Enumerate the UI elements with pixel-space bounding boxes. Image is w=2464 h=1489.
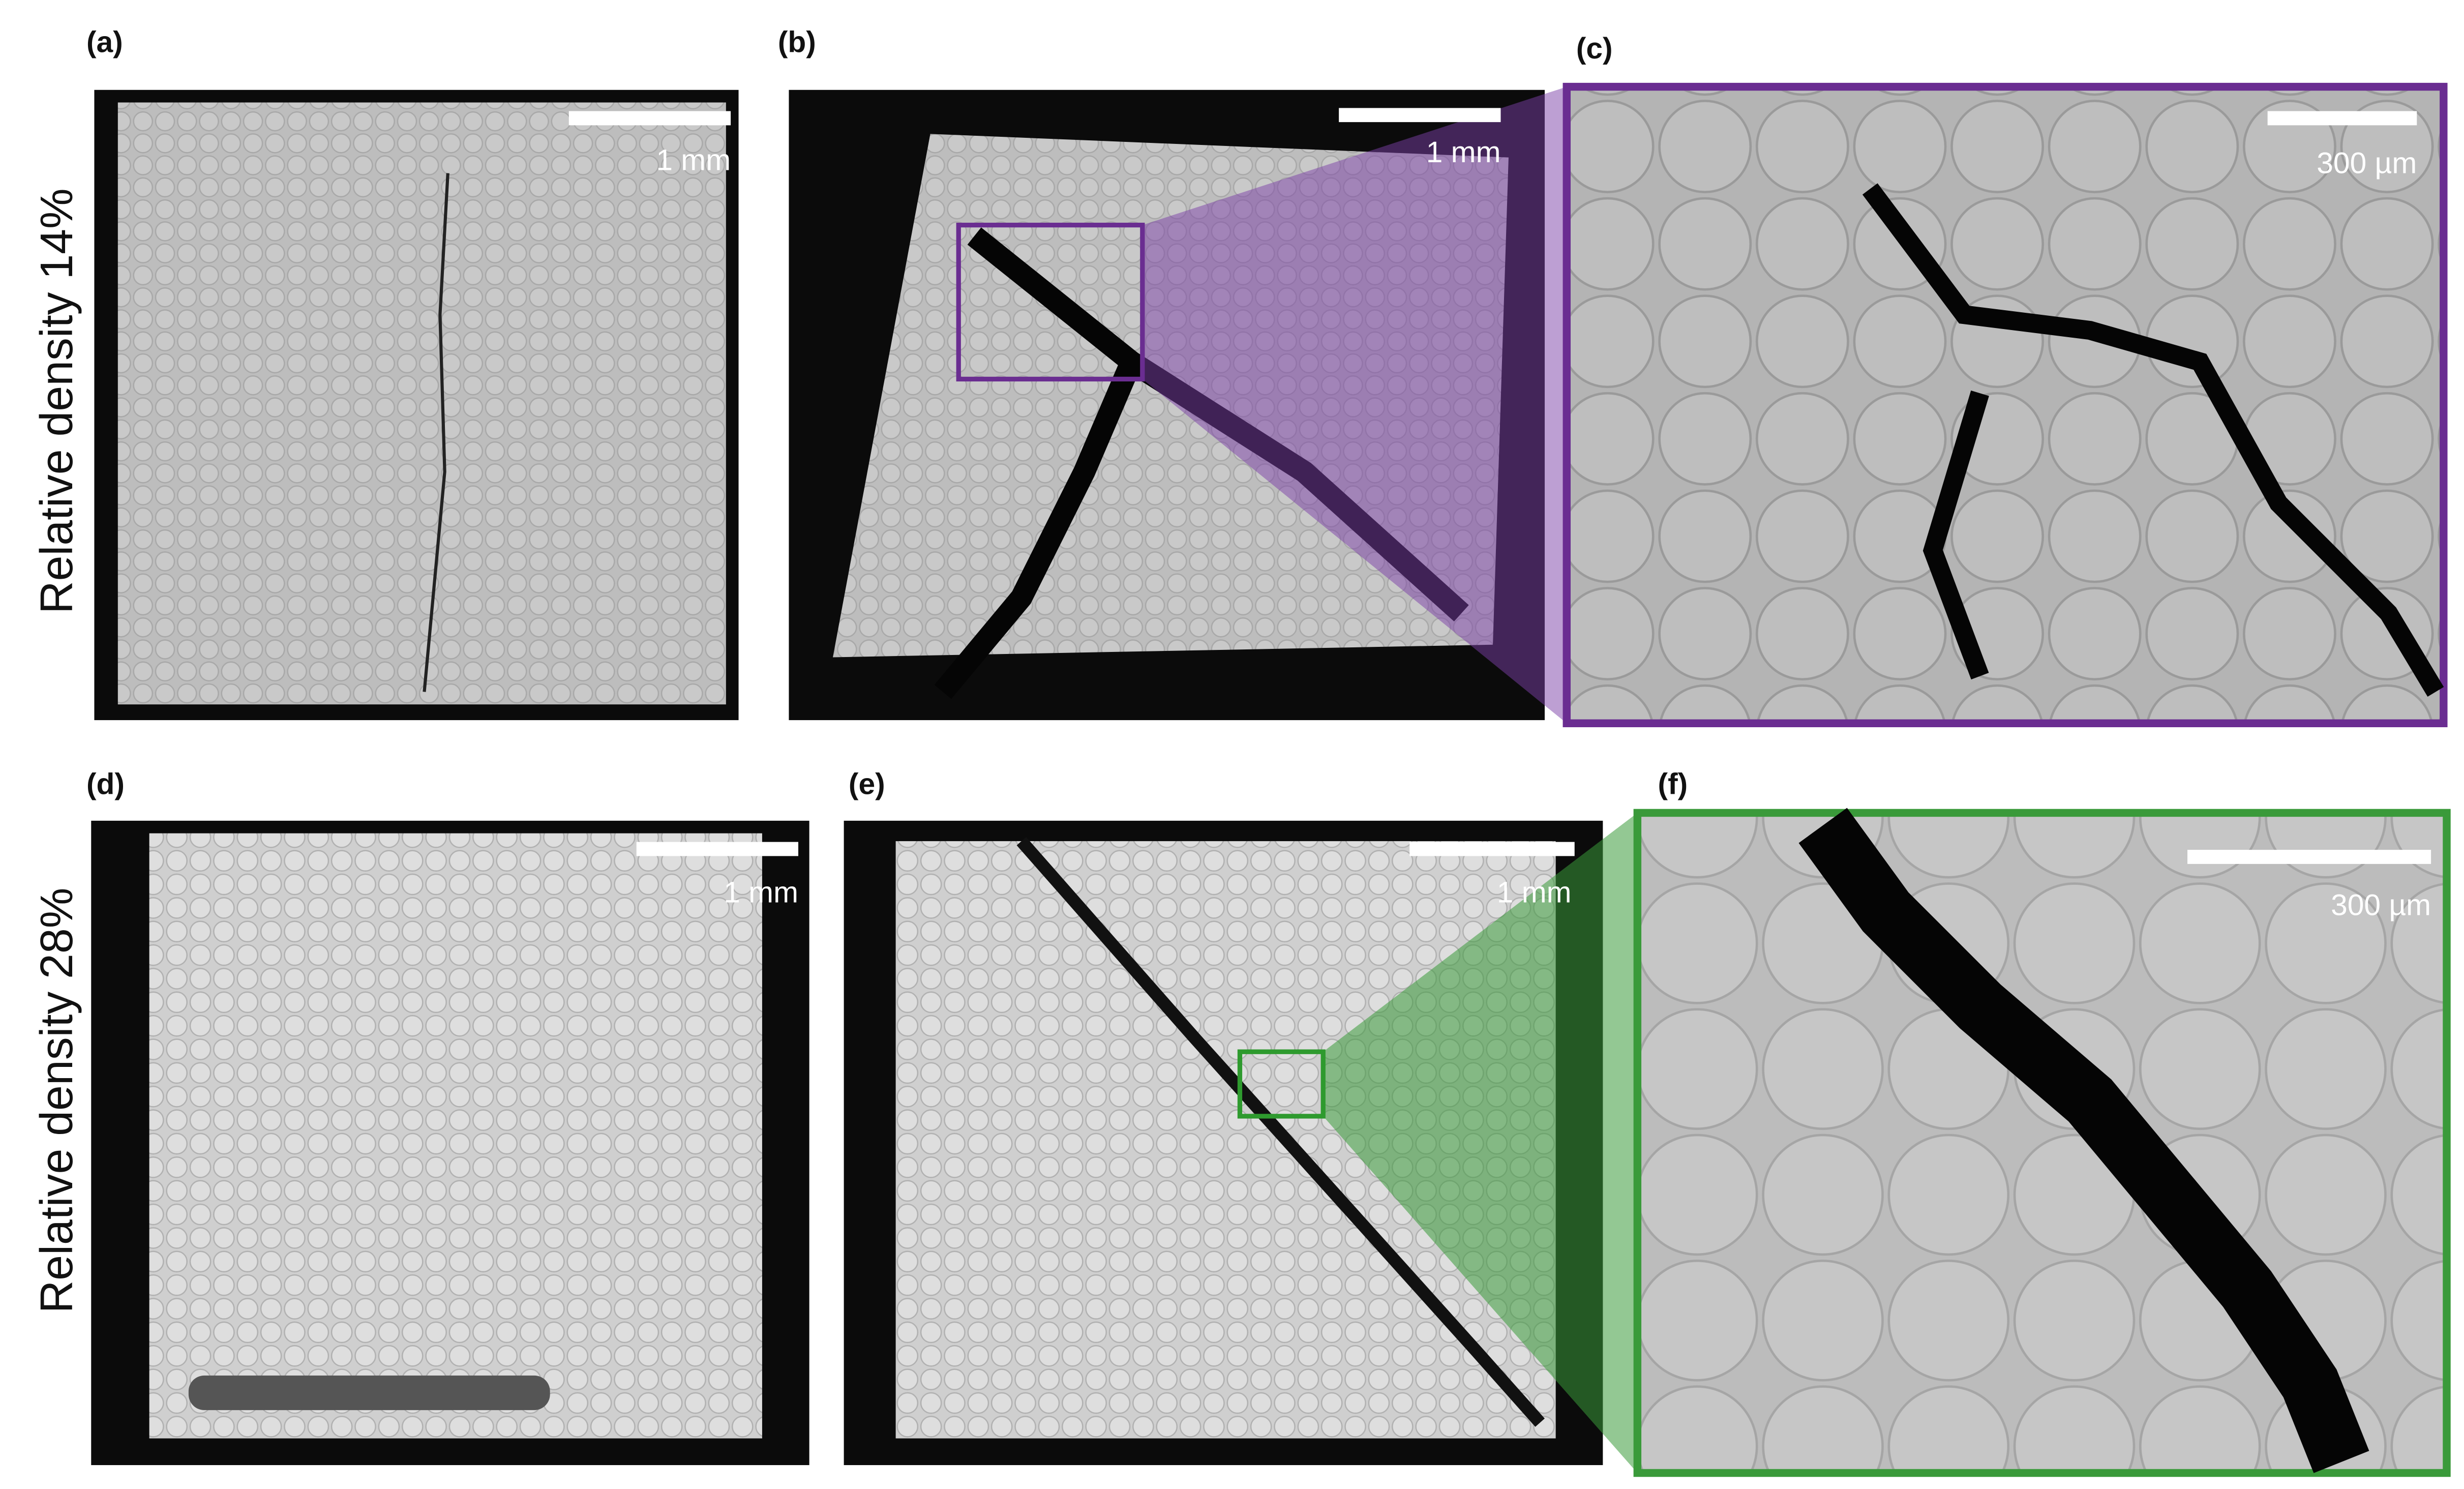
scale-bar-label: 300 µm	[2317, 147, 2417, 180]
scale-bar-label: 1 mm	[1426, 136, 1501, 169]
panel-label: (f)	[1658, 767, 1688, 800]
panel-label: (c)	[1576, 32, 1613, 65]
scale-bar-label: 1 mm	[724, 876, 798, 909]
panel-label: (b)	[778, 26, 816, 59]
image-c	[1562, 82, 2448, 728]
panel-label: (d)	[86, 767, 125, 800]
scale-bar-label: 300 µm	[2331, 888, 2431, 921]
zoom-connector	[1323, 813, 1638, 1473]
specimen	[149, 833, 762, 1439]
defect	[188, 1375, 550, 1410]
crack	[1016, 837, 1545, 1427]
crack	[1862, 183, 2444, 697]
row-label: Relative density 28%	[31, 888, 82, 1314]
scale-bar-label: 1 mm	[656, 143, 731, 176]
crack	[423, 173, 449, 692]
zoom-box	[956, 222, 1145, 382]
specimen	[117, 102, 726, 705]
labels: Relative density 14% (a) 1 mm (b) 1 mm (c) 300…	[31, 26, 2431, 1314]
crack	[1798, 808, 2369, 1473]
panel-label: (a)	[86, 26, 123, 59]
scale-bar-label: 1 mm	[1497, 876, 1572, 909]
zoom-box	[1237, 1049, 1326, 1119]
row-label: Relative density 14%	[31, 188, 82, 614]
zoom-connector	[1142, 86, 1567, 724]
images	[91, 82, 2451, 1477]
panel-label: (e)	[849, 767, 885, 800]
